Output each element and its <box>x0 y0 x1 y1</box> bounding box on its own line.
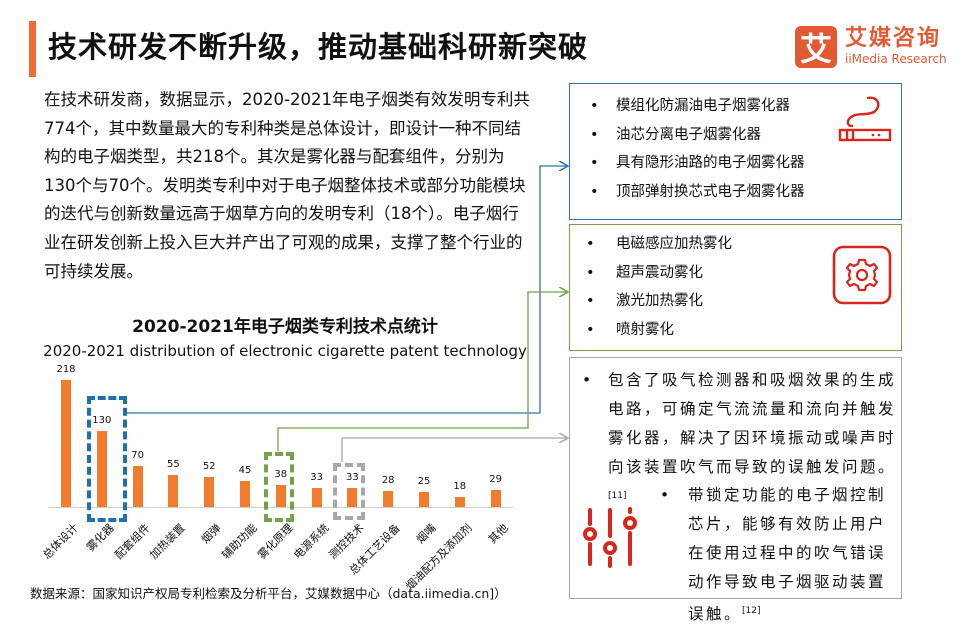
category-label: 烟嘴 <box>413 521 439 547</box>
chart-baseline <box>48 507 513 508</box>
bar-value-label: 218 <box>56 364 76 375</box>
category-label: 雾化原理 <box>255 521 296 562</box>
highlight-control <box>333 463 365 520</box>
bar-column: 130 雾化器 <box>80 360 117 554</box>
panel-atomizer: 模组化防漏油电子烟雾化器 油芯分离电子烟雾化器 具有隐形油路的电子烟雾化器 顶部… <box>569 83 902 220</box>
page-title: 技术研发不断升级，推动基础科研新突破 <box>48 30 589 64</box>
bar <box>61 380 71 507</box>
chart-title: 2020-2021年电子烟类专利技术点统计 <box>132 317 438 337</box>
category-label: 配套组件 <box>111 521 153 562</box>
bar <box>96 431 107 507</box>
title-accent-bar <box>29 21 36 77</box>
category-label: 辅助功能 <box>219 521 260 562</box>
atomizer-item: 油芯分离电子烟雾化器 <box>570 121 901 150</box>
bar-value-label: 33 <box>310 472 323 483</box>
reference-12: [12] <box>742 606 761 616</box>
sliders-icon <box>582 506 638 570</box>
bar-value-label: 70 <box>131 450 144 461</box>
bar <box>275 485 286 507</box>
logo-name-en: iiMedia Research <box>845 52 947 66</box>
bar-column: 25 烟嘴 <box>402 360 439 546</box>
bar-column: 45 辅助功能 <box>219 360 259 562</box>
category-label: 总体设计 <box>40 521 81 562</box>
bar-column: 28 总体工艺设备 <box>347 360 403 577</box>
bar-value-label: 52 <box>202 461 216 472</box>
reference-11: [11] <box>608 491 627 501</box>
principle-item: 喷射雾化 <box>570 316 901 345</box>
bar-value-label: 38 <box>274 469 288 480</box>
e-cigarette-icon <box>838 94 894 144</box>
bar-column: 55 加热装置 <box>148 360 188 562</box>
atomizer-item: 具有隐形油路的电子烟雾化器 <box>570 149 901 178</box>
bar <box>454 497 465 507</box>
bar <box>168 475 179 507</box>
bar <box>383 491 394 507</box>
bar-value-label: 45 <box>238 465 252 476</box>
bar <box>132 466 143 507</box>
bar-column: 33 电源系统 <box>291 360 331 562</box>
bar-column: 70 配套组件 <box>112 360 152 562</box>
bar-value-label: 29 <box>489 474 502 485</box>
bar <box>311 488 322 507</box>
control-item-1: 包含了吸气检测器和吸烟效果的生成电路，可确定气流流量和流向并触发雾化器，解决了因… <box>582 366 896 514</box>
control-item-2: 带锁定功能的电子烟控制芯片，能够有效防止用户在使用过程中的吹气错误动作导致电子烟… <box>660 481 896 629</box>
bar <box>419 492 429 507</box>
bar-value-label: 25 <box>417 476 431 487</box>
intro-paragraph: 在技术研发商，数据显示，2020-2021年电子烟类有效发明专利共774个，其中… <box>44 90 530 281</box>
principle-item: 电磁感应加热雾化 <box>570 230 901 259</box>
category-label: 其他 <box>485 521 511 547</box>
logo-name-cn: 艾媒咨询 <box>845 26 942 51</box>
bar <box>347 488 358 507</box>
bar-value-label: 55 <box>167 459 180 470</box>
data-source: 数据来源：国家知识产权局专利检索及分析平台，艾媒数据中心（data.iimedi… <box>30 586 507 601</box>
panel-atomization-principle: 电磁感应加热雾化 超声震动雾化 激光加热雾化 喷射雾化 <box>569 224 902 351</box>
atomizer-item: 模组化防漏油电子烟雾化器 <box>570 92 901 121</box>
category-label: 加热装置 <box>147 521 188 562</box>
principle-item: 超声震动雾化 <box>570 259 901 288</box>
bar <box>490 490 501 507</box>
bar-value-label: 130 <box>92 415 112 426</box>
bar-value-label: 33 <box>346 472 359 483</box>
bar-column: 52 烟弹 <box>187 360 224 546</box>
bar-column: 29 其他 <box>474 360 510 546</box>
highlight-principle <box>264 452 294 522</box>
category-label: 电源系统 <box>290 521 332 562</box>
iimedia-logo: 艾 艾媒咨询 iiMedia Research <box>795 25 947 69</box>
bar-chart: 218 总体设计 130 雾化器 70 配套组件 55 加热装置 52 烟弹 45 辅助功能 38 雾化原… <box>40 360 520 593</box>
bar <box>204 477 215 507</box>
logo-mark: 艾 <box>795 26 837 68</box>
bar-column: 218 总体设计 <box>40 360 80 562</box>
gear-icon <box>832 245 892 305</box>
bar-column: 33 测控技术 <box>327 360 367 562</box>
bar-value-label: 18 <box>453 481 467 492</box>
bar-column: 18 烟油配方及添加剂 <box>403 360 474 593</box>
bar-value-label: 28 <box>381 475 395 486</box>
highlight-atomizer <box>87 396 127 522</box>
principle-item: 激光加热雾化 <box>570 287 901 316</box>
atomizer-item: 顶部弹射换芯式电子烟雾化器 <box>570 178 901 207</box>
bar <box>240 481 250 507</box>
category-label: 烟弹 <box>199 521 224 547</box>
chart-subtitle: 2020-2021 distribution of electronic cig… <box>43 342 527 360</box>
panel-control-technology: 包含了吸气检测器和吸烟效果的生成电路，可确定气流流量和流向并触发雾化器，解决了因… <box>569 357 902 623</box>
bar-column: 38 雾化原理 <box>255 360 295 562</box>
